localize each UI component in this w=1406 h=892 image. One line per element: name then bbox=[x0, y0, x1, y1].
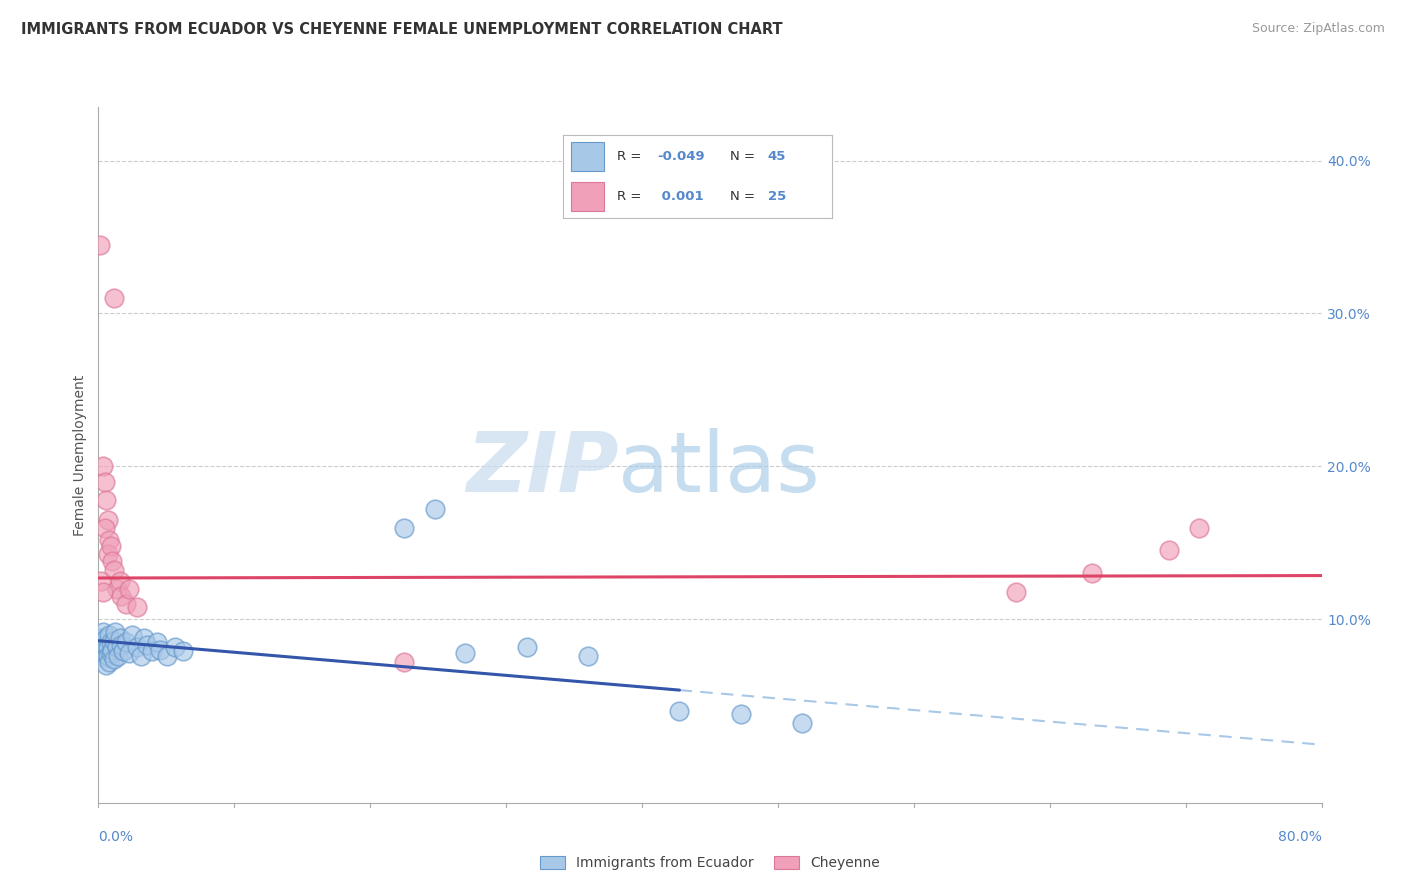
Point bbox=[93, 638, 115, 652]
Point bbox=[90, 631, 112, 645]
Point bbox=[1157, 543, 1180, 558]
Point bbox=[101, 643, 124, 657]
Point bbox=[90, 643, 112, 657]
Point bbox=[149, 643, 172, 657]
Point bbox=[103, 652, 125, 666]
Point bbox=[129, 648, 152, 663]
Y-axis label: Female Unemployment: Female Unemployment bbox=[73, 375, 87, 535]
Point bbox=[668, 704, 690, 718]
Point bbox=[156, 648, 179, 663]
Point bbox=[730, 707, 752, 722]
Point bbox=[94, 493, 117, 508]
Point bbox=[93, 475, 115, 489]
Point bbox=[101, 554, 124, 568]
Text: Source: ZipAtlas.com: Source: ZipAtlas.com bbox=[1251, 22, 1385, 36]
Point bbox=[94, 658, 117, 673]
Point bbox=[93, 520, 115, 534]
Point bbox=[1081, 566, 1104, 581]
Point bbox=[392, 655, 416, 669]
Point bbox=[97, 547, 120, 561]
Point bbox=[89, 635, 111, 649]
Point bbox=[163, 640, 186, 654]
Point bbox=[91, 459, 114, 474]
Point bbox=[108, 631, 131, 645]
Point bbox=[172, 644, 194, 658]
Text: atlas: atlas bbox=[619, 428, 820, 509]
Point bbox=[105, 582, 128, 596]
Point bbox=[104, 624, 127, 639]
Point bbox=[145, 635, 167, 649]
Legend: Immigrants from Ecuador, Cheyenne: Immigrants from Ecuador, Cheyenne bbox=[534, 851, 886, 876]
Point bbox=[134, 631, 156, 645]
Point bbox=[1188, 520, 1211, 534]
Point bbox=[125, 640, 148, 654]
Point bbox=[97, 513, 120, 527]
Point bbox=[103, 563, 125, 577]
Point bbox=[108, 574, 131, 588]
Point bbox=[115, 635, 138, 649]
Point bbox=[98, 655, 121, 669]
Point bbox=[97, 640, 120, 654]
Point bbox=[98, 533, 121, 547]
Point bbox=[1004, 584, 1026, 599]
Point bbox=[89, 237, 111, 252]
Point bbox=[100, 646, 122, 660]
Point bbox=[91, 584, 114, 599]
Text: ZIP: ZIP bbox=[465, 428, 619, 509]
Point bbox=[100, 635, 122, 649]
Point bbox=[576, 648, 599, 663]
Point bbox=[423, 502, 446, 516]
Point bbox=[98, 627, 121, 641]
Point bbox=[103, 291, 125, 305]
Point bbox=[94, 631, 117, 645]
Point bbox=[100, 539, 122, 553]
Point bbox=[110, 638, 132, 652]
Point bbox=[125, 600, 148, 615]
Point bbox=[118, 582, 141, 596]
Text: 80.0%: 80.0% bbox=[1278, 830, 1322, 845]
Point bbox=[454, 646, 477, 660]
Point bbox=[103, 633, 125, 648]
Point bbox=[790, 716, 813, 731]
Point bbox=[91, 624, 114, 639]
Point bbox=[97, 648, 120, 663]
Point bbox=[93, 650, 115, 665]
Point bbox=[392, 520, 416, 534]
Point bbox=[136, 638, 159, 652]
Point bbox=[115, 597, 138, 611]
Point bbox=[90, 574, 112, 588]
Point bbox=[91, 646, 114, 660]
Point bbox=[110, 590, 132, 604]
Point bbox=[111, 644, 134, 658]
Point bbox=[107, 648, 129, 663]
Text: 0.0%: 0.0% bbox=[98, 830, 134, 845]
Point bbox=[105, 640, 128, 654]
Point bbox=[121, 627, 143, 641]
Point bbox=[118, 646, 141, 660]
Point bbox=[516, 640, 538, 654]
Text: IMMIGRANTS FROM ECUADOR VS CHEYENNE FEMALE UNEMPLOYMENT CORRELATION CHART: IMMIGRANTS FROM ECUADOR VS CHEYENNE FEMA… bbox=[21, 22, 783, 37]
Point bbox=[141, 644, 163, 658]
